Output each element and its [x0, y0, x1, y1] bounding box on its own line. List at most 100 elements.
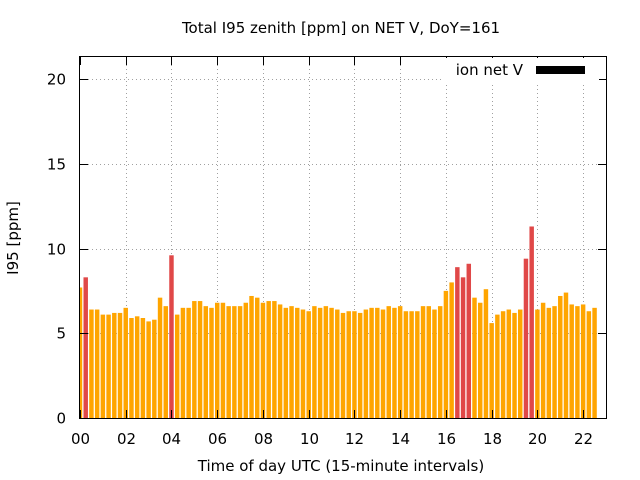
bar	[226, 306, 231, 418]
bar	[397, 306, 403, 418]
bar	[420, 306, 426, 418]
legend-label: ion net V	[456, 61, 524, 79]
bar	[432, 309, 437, 418]
bar	[506, 309, 512, 418]
bar	[192, 301, 197, 418]
bar	[357, 312, 363, 418]
bar	[83, 277, 88, 418]
y-tick-label: 20	[47, 71, 66, 89]
bar	[272, 301, 277, 418]
bar	[335, 309, 340, 418]
legend: ion net V	[443, 58, 599, 82]
bar	[140, 318, 146, 418]
x-tick-label: 14	[391, 430, 410, 448]
bar	[329, 307, 334, 418]
bar	[197, 301, 203, 418]
bar	[569, 304, 574, 418]
bar	[375, 307, 380, 418]
bar	[512, 312, 517, 418]
bar	[295, 307, 300, 418]
bar	[363, 309, 369, 418]
bar	[89, 309, 94, 418]
bar	[563, 292, 569, 418]
bar	[546, 307, 552, 418]
bar	[220, 302, 226, 418]
x-tick-label: 18	[483, 430, 502, 448]
bar	[152, 319, 157, 418]
bar	[146, 321, 151, 418]
bar	[523, 258, 529, 418]
y-tick-label: 10	[47, 241, 66, 259]
x-tick-label: 00	[71, 430, 90, 448]
x-tick-label: 02	[117, 430, 136, 448]
bar	[117, 312, 123, 418]
bar	[312, 306, 317, 418]
x-axis-label: Time of day UTC (15-minute intervals)	[197, 457, 484, 475]
bar	[472, 297, 477, 418]
x-tick-label: 04	[162, 430, 181, 448]
bar	[323, 306, 329, 418]
chart-title: Total I95 zenith [ppm] on NET V, DoY=161	[181, 19, 500, 37]
bar	[386, 306, 391, 418]
bar	[483, 289, 489, 418]
bar	[306, 311, 311, 418]
bar	[94, 309, 100, 418]
bar	[592, 307, 597, 418]
bar	[169, 255, 174, 418]
bar	[495, 314, 500, 418]
bar	[209, 307, 214, 418]
bar	[260, 302, 266, 418]
bar	[489, 323, 494, 418]
bar	[352, 311, 357, 418]
bar	[346, 311, 351, 418]
x-tick-label: 16	[437, 430, 456, 448]
x-tick-label: 06	[208, 430, 227, 448]
bar	[426, 306, 431, 418]
bar	[540, 302, 546, 418]
bar	[214, 302, 220, 418]
bar	[340, 312, 346, 418]
x-tick-label: 10	[300, 430, 319, 448]
x-tick-label: 08	[254, 430, 273, 448]
bar	[392, 307, 397, 418]
y-tick-label: 15	[47, 156, 66, 174]
bar	[174, 314, 180, 418]
bar	[289, 306, 294, 418]
bar	[455, 267, 460, 418]
bar	[277, 304, 283, 418]
bar	[403, 311, 409, 418]
bar	[558, 295, 563, 418]
bar	[586, 311, 592, 418]
bar	[100, 314, 106, 418]
bar	[535, 309, 540, 418]
bar	[203, 306, 209, 418]
bar	[415, 311, 420, 418]
bar	[232, 306, 237, 418]
bar	[552, 306, 557, 418]
y-axis-label: I95 [ppm]	[4, 201, 22, 275]
bar	[500, 311, 506, 418]
bar	[123, 307, 128, 418]
bar	[186, 307, 191, 418]
bar	[249, 295, 254, 418]
bar	[380, 309, 386, 418]
bar	[106, 314, 111, 418]
bar	[437, 306, 443, 418]
bar	[580, 304, 586, 418]
x-tick-label: 12	[345, 430, 364, 448]
y-tick-label: 0	[56, 410, 66, 428]
bar	[134, 316, 140, 418]
bar	[460, 277, 466, 418]
bar	[180, 307, 186, 418]
bar	[112, 312, 117, 418]
bar	[283, 307, 289, 418]
bar	[163, 306, 168, 418]
bar	[477, 302, 483, 418]
bar	[449, 282, 454, 418]
bar	[529, 226, 534, 418]
bar	[243, 302, 249, 418]
bar	[80, 287, 83, 418]
bar-layer	[80, 226, 597, 418]
bar	[575, 306, 580, 418]
y-tick-label: 5	[56, 325, 66, 343]
